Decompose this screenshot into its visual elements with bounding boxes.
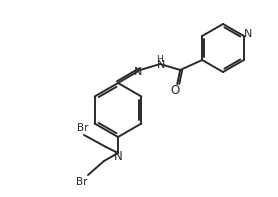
Text: Br: Br [76, 177, 88, 187]
Text: Br: Br [77, 123, 89, 133]
Text: H: H [156, 55, 163, 63]
Text: O: O [171, 84, 180, 97]
Text: N: N [244, 29, 252, 39]
Text: N: N [114, 150, 122, 163]
Text: N: N [157, 60, 165, 70]
Text: N: N [134, 67, 142, 77]
